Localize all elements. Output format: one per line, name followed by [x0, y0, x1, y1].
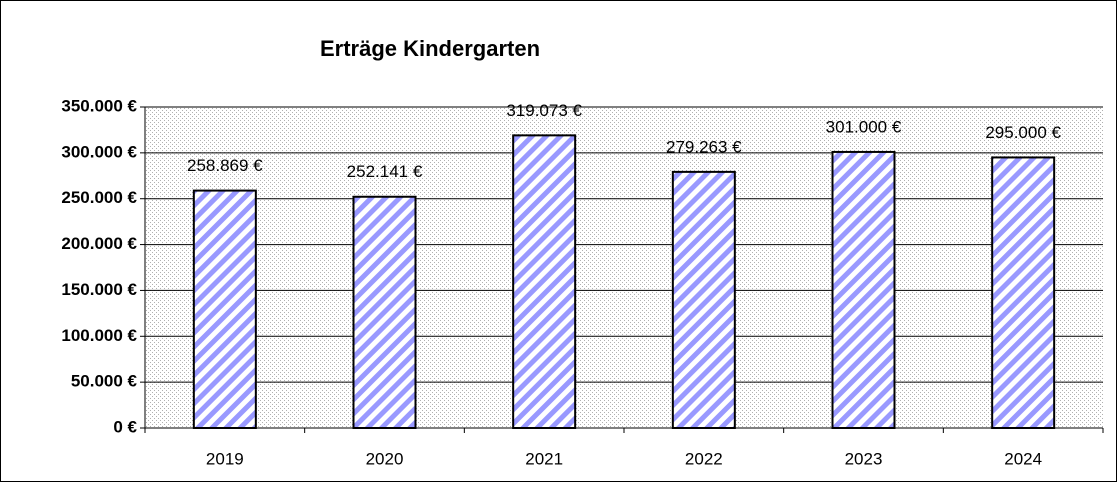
y-tick-label: 200.000 € [61, 234, 137, 253]
x-tick-label: 2019 [206, 449, 244, 468]
x-tick-label: 2021 [525, 449, 563, 468]
data-label: 258.869 € [187, 156, 263, 175]
bar [991, 156, 1056, 429]
y-tick-label: 50.000 € [71, 372, 138, 391]
x-tick-label: 2020 [366, 449, 404, 468]
y-tick-label: 350.000 € [61, 96, 137, 115]
bar [831, 150, 896, 429]
bar [192, 189, 257, 429]
y-tick-label: 150.000 € [61, 280, 137, 299]
y-tick-label: 250.000 € [61, 188, 137, 207]
bar [352, 195, 417, 429]
data-label: 319.073 € [506, 101, 582, 120]
y-tick-label: 0 € [113, 417, 137, 436]
bar [512, 134, 577, 429]
data-label: 252.141 € [347, 162, 423, 181]
x-tick-label: 2022 [685, 449, 723, 468]
x-tick-label: 2024 [1004, 449, 1042, 468]
y-tick-label: 300.000 € [61, 142, 137, 161]
plot-area [145, 107, 1103, 428]
data-label: 301.000 € [826, 117, 902, 136]
data-label: 279.263 € [666, 137, 742, 156]
data-label: 295.000 € [985, 123, 1061, 142]
chart-title: Erträge Kindergarten [320, 36, 540, 61]
y-tick-label: 100.000 € [61, 326, 137, 345]
x-tick-label: 2023 [845, 449, 883, 468]
bar [671, 170, 736, 429]
